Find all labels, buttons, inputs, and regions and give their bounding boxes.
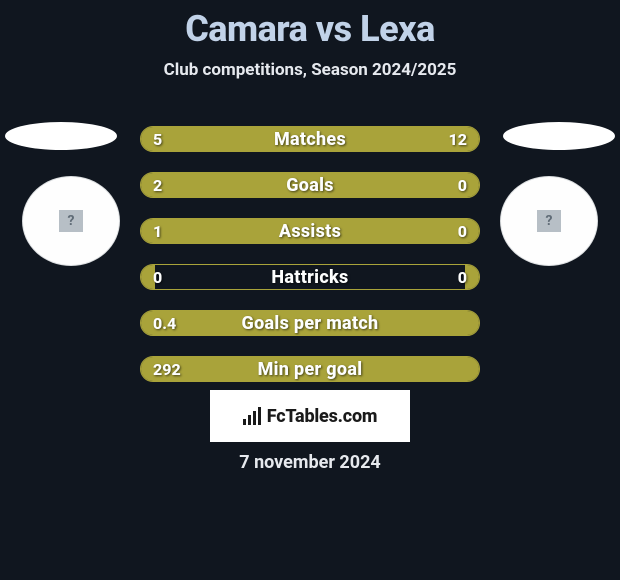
stat-label: Goals — [141, 173, 479, 197]
stat-row: 292Min per goal — [140, 356, 480, 382]
stat-label: Matches — [141, 127, 479, 151]
placeholder-icon: ? — [537, 210, 561, 232]
subtitle: Club competitions, Season 2024/2025 — [0, 60, 620, 80]
page-title: Camara vs Lexa — [0, 0, 620, 50]
placeholder-icon: ? — [59, 210, 83, 232]
stat-row: 00Hattricks — [140, 264, 480, 290]
stat-label: Assists — [141, 219, 479, 243]
date-text: 7 november 2024 — [0, 452, 620, 473]
brand-text: FcTables.com — [267, 406, 378, 427]
stat-row: 20Goals — [140, 172, 480, 198]
player-left-oval — [5, 122, 117, 150]
player-left-avatar: ? — [22, 176, 120, 266]
stat-row: 0.4Goals per match — [140, 310, 480, 336]
stat-row: 512Matches — [140, 126, 480, 152]
stat-label: Min per goal — [141, 357, 479, 381]
player-right-avatar: ? — [500, 176, 598, 266]
player-right-oval — [503, 122, 615, 150]
brand-box: FcTables.com — [210, 390, 410, 442]
stat-row: 10Assists — [140, 218, 480, 244]
stat-label: Goals per match — [141, 311, 479, 335]
brand-bars-icon — [243, 407, 261, 425]
stats-container: 512Matches 20Goals 10Assists 00Hattricks 0.4… — [140, 126, 480, 402]
stat-label: Hattricks — [141, 265, 479, 289]
